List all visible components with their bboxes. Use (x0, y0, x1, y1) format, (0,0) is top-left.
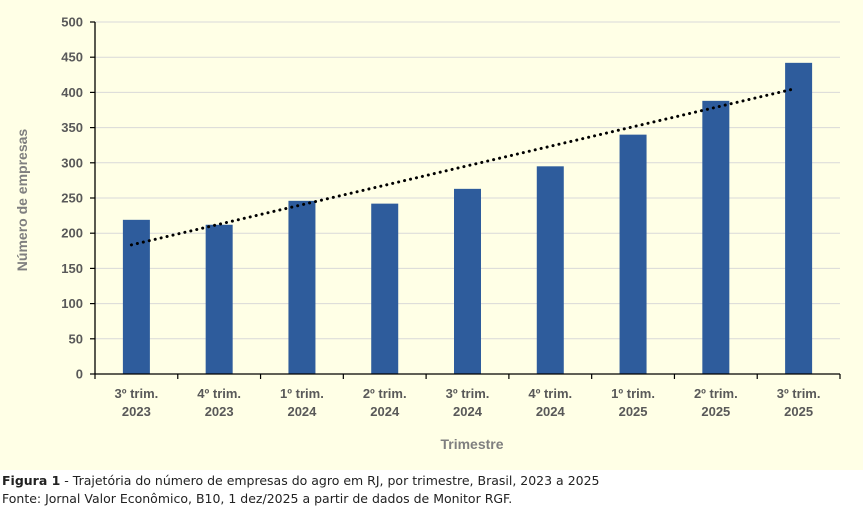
x-tick-label-line: 4º trim. (197, 386, 241, 401)
caption-title-line: Figura 1 - Trajetória do número de empre… (2, 472, 860, 490)
x-tick-label-line: 2º trim. (694, 386, 738, 401)
bar (785, 62, 813, 374)
x-tick-label: 2º trim. 2025 (694, 386, 738, 419)
figure-description: - Trajetória do número de empresas do ag… (60, 473, 600, 488)
x-tick-label-line: 2025 (784, 404, 813, 419)
x-tick-label: 1º trim. 2024 (280, 386, 324, 419)
y-tick-label: 200 (61, 226, 83, 241)
caption-source: Fonte: Jornal Valor Econômico, B10, 1 de… (2, 491, 513, 506)
y-tick-label: 350 (61, 120, 83, 135)
bar (536, 166, 564, 374)
trendline (129, 87, 796, 247)
x-tick-label-line: 2023 (205, 404, 234, 419)
x-tick-label: 4º trim. 2024 (528, 386, 572, 419)
trendline-line (129, 87, 796, 247)
x-tick-label: 4º trim. 2023 (197, 386, 241, 419)
x-tick-label-line: 2025 (701, 404, 730, 419)
x-tick-label: 3º trim. 2025 (777, 386, 821, 419)
bar-chart: 0 50 100 150 200 250 300 350 400 450 500 3º trim. 2… (14, 15, 841, 452)
bar (122, 219, 150, 374)
x-tick-label-line: 2024 (453, 404, 483, 419)
y-axis-title: Número de empresas (14, 129, 30, 272)
bar (371, 203, 399, 374)
y-tick-label: 400 (61, 85, 83, 100)
y-tick-label: 450 (61, 50, 83, 65)
x-tick-label-line: 2º trim. (363, 386, 407, 401)
chart-panel: 0 50 100 150 200 250 300 350 400 450 500 3º trim. 2… (0, 0, 863, 470)
y-tick-label: 0 (76, 367, 83, 382)
x-tick-label-line: 2025 (619, 404, 648, 419)
y-tick-label: 300 (61, 155, 83, 170)
figure-label: Figura 1 (2, 473, 61, 488)
x-tick-label-line: 1º trim. (611, 386, 655, 401)
x-tick-label: 3º trim. 2023 (115, 386, 159, 419)
x-tick-label-line: 3º trim. (777, 386, 821, 401)
x-tick-label-line: 2024 (370, 404, 400, 419)
x-tick-label-line: 1º trim. (280, 386, 324, 401)
bar (619, 134, 647, 374)
y-tick-label: 100 (61, 296, 83, 311)
bar (702, 100, 730, 375)
bar (288, 200, 316, 374)
y-tick-label: 250 (61, 191, 83, 206)
x-tick-label-line: 2023 (122, 404, 151, 419)
x-axis-title: Trimestre (440, 436, 503, 452)
bar (205, 224, 233, 374)
x-tick-label-line: 2024 (287, 404, 317, 419)
y-tick-label: 50 (69, 331, 83, 346)
x-tick-label-line: 4º trim. (528, 386, 572, 401)
y-tick-label: 150 (61, 261, 83, 276)
x-tick-label: 3º trim. 2024 (446, 386, 490, 419)
bar (454, 188, 481, 374)
bars (122, 62, 813, 375)
figure-caption: Figura 1 - Trajetória do número de empre… (2, 472, 860, 508)
y-tick-labels: 0 50 100 150 200 250 300 350 400 450 500 (61, 15, 95, 382)
x-tick-label-line: 3º trim. (446, 386, 490, 401)
y-tick-label: 500 (61, 15, 83, 30)
x-tick-label-line: 2024 (536, 404, 566, 419)
x-tick-label: 1º trim. 2025 (611, 386, 655, 419)
x-tick-label: 2º trim. 2024 (363, 386, 407, 419)
x-tick-label-line: 3º trim. (115, 386, 159, 401)
